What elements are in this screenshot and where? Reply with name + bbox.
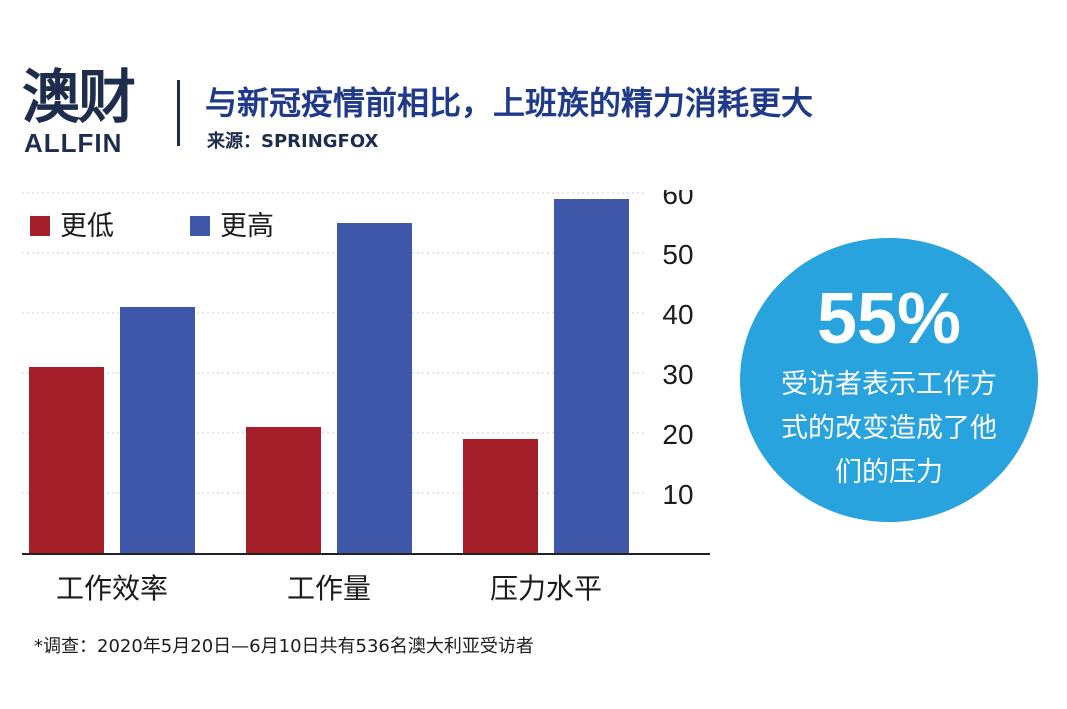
legend-swatch (30, 216, 50, 236)
callout-line-3: 们的压力 (835, 457, 943, 488)
bar-chart: 10 20 30 40 50 60 工作效率 工作量 压力水平 更低 更高 (22, 190, 710, 605)
legend-swatch (190, 216, 210, 236)
callout-line-2: 式的改变造成了他 (781, 413, 997, 444)
x-tick-label: 工作效率 (56, 572, 168, 605)
bar-1-0 (120, 307, 195, 553)
callout-line-1: 受访者表示工作方 (781, 369, 997, 400)
bar-0-0 (29, 367, 104, 553)
x-tick-label: 工作量 (287, 572, 371, 605)
y-tick-label: 40 (662, 299, 693, 330)
y-tick-label: 30 (662, 359, 693, 390)
logo: 澳财 ALLFIN (22, 62, 152, 162)
legend-label: 更高 (220, 211, 274, 242)
bar-0-2 (463, 439, 538, 553)
bar-0-1 (246, 427, 321, 553)
logo-en: ALLFIN (24, 128, 123, 158)
x-tick-label: 压力水平 (490, 572, 602, 605)
y-tick-label: 60 (662, 190, 693, 210)
y-tick-label: 20 (662, 419, 693, 450)
callout-bubble: 55% 受访者表示工作方 式的改变造成了他 们的压力 (740, 238, 1038, 522)
bar-1-1 (337, 223, 412, 553)
legend-label: 更低 (60, 211, 114, 242)
y-tick-label: 50 (662, 239, 693, 270)
y-tick-label: 10 (662, 479, 693, 510)
bar-1-2 (554, 199, 629, 553)
footnote: *调查：2020年5月20日—6月10日共有536名澳大利亚受访者 (34, 636, 534, 657)
logo-cn: 澳财 (22, 63, 136, 131)
chart-title: 与新冠疫情前相比，上班族的精力消耗更大 (205, 84, 814, 122)
callout-value: 55% (816, 279, 962, 359)
chart-source: 来源：SPRINGFOX (207, 131, 379, 152)
header-divider (177, 80, 180, 146)
